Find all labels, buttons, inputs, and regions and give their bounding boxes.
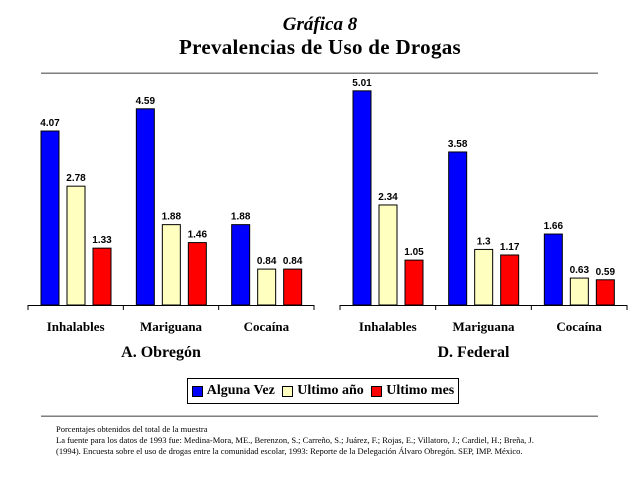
bar-d-federal-cocaina-ultimo-mes bbox=[595, 279, 615, 306]
panel-title-a-obregon: A. Obregón bbox=[121, 344, 201, 361]
legend-swatch-ultimo-ano bbox=[282, 385, 294, 397]
note-line: La fuente para los datos de 1993 fue: Me… bbox=[56, 435, 534, 445]
bar-a-obregon-inhalables-ultimo-ano bbox=[66, 185, 86, 306]
data-label-a-obregon-cocaina-alguna-vez: 1.88 bbox=[231, 212, 251, 223]
top-rule bbox=[41, 72, 598, 74]
legend-swatch-alguna-vez bbox=[191, 385, 203, 397]
legend-item-ultimo-mes: Ultimo mes bbox=[371, 383, 454, 399]
bar-a-obregon-inhalables-alguna-vez bbox=[40, 130, 60, 306]
legend-label-ultimo-ano: Ultimo año bbox=[297, 383, 364, 398]
panel-title-d-federal: D. Federal bbox=[438, 344, 511, 361]
source-notes: Porcentajes obtenidos del total de la mu… bbox=[56, 424, 616, 457]
data-label-d-federal-inhalables-alguna-vez: 5.01 bbox=[352, 78, 372, 89]
data-label-d-federal-cocaina-ultimo-ano: 0.63 bbox=[570, 265, 590, 276]
data-label-a-obregon-inhalables-ultimo-ano: 2.78 bbox=[66, 173, 86, 184]
data-label-a-obregon-inhalables-ultimo-mes: 1.33 bbox=[92, 235, 112, 246]
note-line: Porcentajes obtenidos del total de la mu… bbox=[56, 424, 208, 434]
chart-main-title: Prevalencias de Uso de Drogas bbox=[178, 35, 462, 59]
bar-d-federal-cocaina-alguna-vez bbox=[543, 233, 563, 306]
data-label-a-obregon-mariguana-ultimo-mes: 1.46 bbox=[188, 230, 208, 241]
bar-a-obregon-inhalables-ultimo-mes bbox=[92, 247, 112, 306]
data-label-a-obregon-cocaina-ultimo-mes: 0.84 bbox=[283, 256, 303, 267]
legend-label-alguna-vez: Alguna Vez bbox=[206, 383, 275, 398]
bar-d-federal-inhalables-ultimo-ano bbox=[378, 204, 398, 306]
data-label-a-obregon-cocaina-ultimo-ano: 0.84 bbox=[257, 256, 277, 267]
legend-item-ultimo-ano: Ultimo año bbox=[282, 383, 364, 399]
category-label-a-obregon-cocaina: Cocaína bbox=[244, 319, 290, 334]
bar-d-federal-cocaina-ultimo-ano bbox=[569, 277, 589, 306]
legend-label-ultimo-mes: Ultimo mes bbox=[386, 383, 455, 398]
bar-d-federal-inhalables-ultimo-mes bbox=[404, 259, 424, 306]
category-label-d-federal-cocaina: Cocaína bbox=[556, 319, 602, 334]
bar-d-federal-mariguana-ultimo-ano bbox=[474, 248, 494, 306]
bar-a-obregon-cocaina-ultimo-mes bbox=[283, 268, 303, 306]
data-label-d-federal-mariguana-ultimo-mes: 1.17 bbox=[500, 242, 520, 253]
data-label-d-federal-inhalables-ultimo-ano: 2.34 bbox=[378, 192, 398, 203]
bar-charts-canvas: 4.07 2.78 1.33 Inhalables 4.59 1.88 1.46 Marigu… bbox=[27, 78, 628, 361]
data-label-d-federal-mariguana-alguna-vez: 3.58 bbox=[448, 139, 468, 150]
category-label-d-federal-mariguana: Mariguana bbox=[452, 319, 515, 334]
bar-a-obregon-mariguana-ultimo-mes bbox=[187, 242, 207, 306]
bar-a-obregon-cocaina-alguna-vez bbox=[231, 224, 251, 306]
bar-d-federal-mariguana-ultimo-mes bbox=[500, 254, 520, 306]
bar-d-federal-mariguana-alguna-vez bbox=[448, 151, 468, 306]
note-line: (1994). Encuesta sobre el uso de drogas … bbox=[56, 446, 523, 456]
chart-number-title: Gráfica 8 bbox=[282, 14, 358, 35]
bar-d-federal-inhalables-alguna-vez bbox=[352, 90, 372, 306]
bar-a-obregon-mariguana-alguna-vez bbox=[135, 108, 155, 306]
data-label-d-federal-mariguana-ultimo-ano: 1.3 bbox=[477, 236, 491, 247]
category-label-d-federal-inhalables: Inhalables bbox=[359, 319, 417, 334]
legend: Alguna Vez Ultimo año Ultimo mes bbox=[187, 378, 459, 404]
legend-item-alguna-vez: Alguna Vez bbox=[191, 383, 275, 399]
data-label-a-obregon-mariguana-ultimo-ano: 1.88 bbox=[162, 212, 182, 223]
data-label-a-obregon-inhalables-alguna-vez: 4.07 bbox=[40, 118, 60, 129]
legend-swatch-ultimo-mes bbox=[371, 385, 383, 397]
bar-a-obregon-mariguana-ultimo-ano bbox=[161, 224, 181, 306]
bottom-rule bbox=[41, 415, 598, 417]
category-label-a-obregon-mariguana: Mariguana bbox=[140, 319, 203, 334]
data-label-d-federal-cocaina-alguna-vez: 1.66 bbox=[544, 221, 564, 232]
data-label-d-federal-inhalables-ultimo-mes: 1.05 bbox=[404, 247, 424, 258]
data-label-d-federal-cocaina-ultimo-mes: 0.59 bbox=[596, 267, 616, 278]
bar-a-obregon-cocaina-ultimo-ano bbox=[257, 268, 277, 306]
category-label-a-obregon-inhalables: Inhalables bbox=[47, 319, 105, 334]
data-label-a-obregon-mariguana-alguna-vez: 4.59 bbox=[136, 96, 156, 107]
